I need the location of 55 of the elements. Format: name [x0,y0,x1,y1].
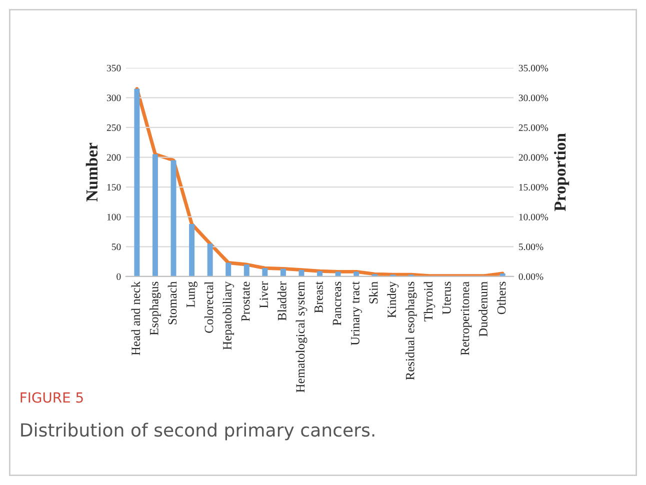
y2-tick-label: 5.00% [518,244,544,250]
y-tick-label: 100 [107,214,121,220]
bar [134,88,140,276]
y-tick-label: 150 [107,184,121,191]
caption: FIGURE 5 [20,392,83,403]
y-tick-label: 250 [106,124,121,131]
x-tick-label: Thyroid [424,281,436,322]
x-tick-label: Head and neck [131,281,140,356]
x-tick-label: Colorectal [204,282,214,333]
x-tick-label: Stomach [168,281,177,324]
x-tick-label: Hepatobiliary [222,281,234,350]
bar [170,160,176,276]
bar [207,244,213,276]
x-tick-label: Breast [314,281,323,313]
y2-axis-title: Proportion [554,133,570,212]
x-tick-label: Liver [260,281,268,308]
bar [354,272,360,276]
x-tick-label: Urinary tract [351,281,362,346]
x-tick-label: Uterus [442,282,451,314]
x-tick-label: Hematological system [296,282,308,392]
bar [317,271,323,276]
x-tick-label: Residual esophagus [406,282,417,380]
bar [335,272,341,276]
y2-tick-label: 30.00% [518,94,548,102]
x-tick-label: Lung [186,282,198,308]
bar [244,264,250,276]
x-tick-label: Esophagus [150,282,161,336]
bar [280,268,286,276]
y-tick-label: 200 [106,154,121,161]
y2-tick-label: 25.00% [518,124,548,131]
y2-tick-label: 0.00% [518,273,544,280]
bar [189,224,195,276]
bar [298,270,304,276]
text: Distribution of second primary cancers. [21,422,374,440]
bar [262,268,268,276]
line-series [135,87,504,276]
bar [226,262,232,276]
x-tick-label: Pancreas [332,282,342,326]
x-tick-label: Skin [368,282,378,304]
y-tick-label: 50 [112,244,121,250]
y-tick-label: 300 [106,94,121,102]
y-axis-title: Number [86,142,98,202]
x-tick-label: Duodenum [478,282,488,336]
x-tick-label: Prostate [241,282,250,322]
x-tick-label: Others [496,282,506,314]
bar [152,154,158,276]
x-tick-label: Retroperitonea [460,281,472,356]
y2-tick-label: 15.00% [519,184,548,191]
y2-tick-label: 20.00% [518,154,548,161]
x-tick-label: Kindey [387,281,399,318]
y2-tick-label: 10.00% [519,214,548,220]
x-tick-label: Bladder [278,281,286,321]
y2-tick-label: 35.00% [518,64,548,72]
y-tick-label: 350 [106,64,121,72]
y-tick-label: 0 [116,273,121,280]
